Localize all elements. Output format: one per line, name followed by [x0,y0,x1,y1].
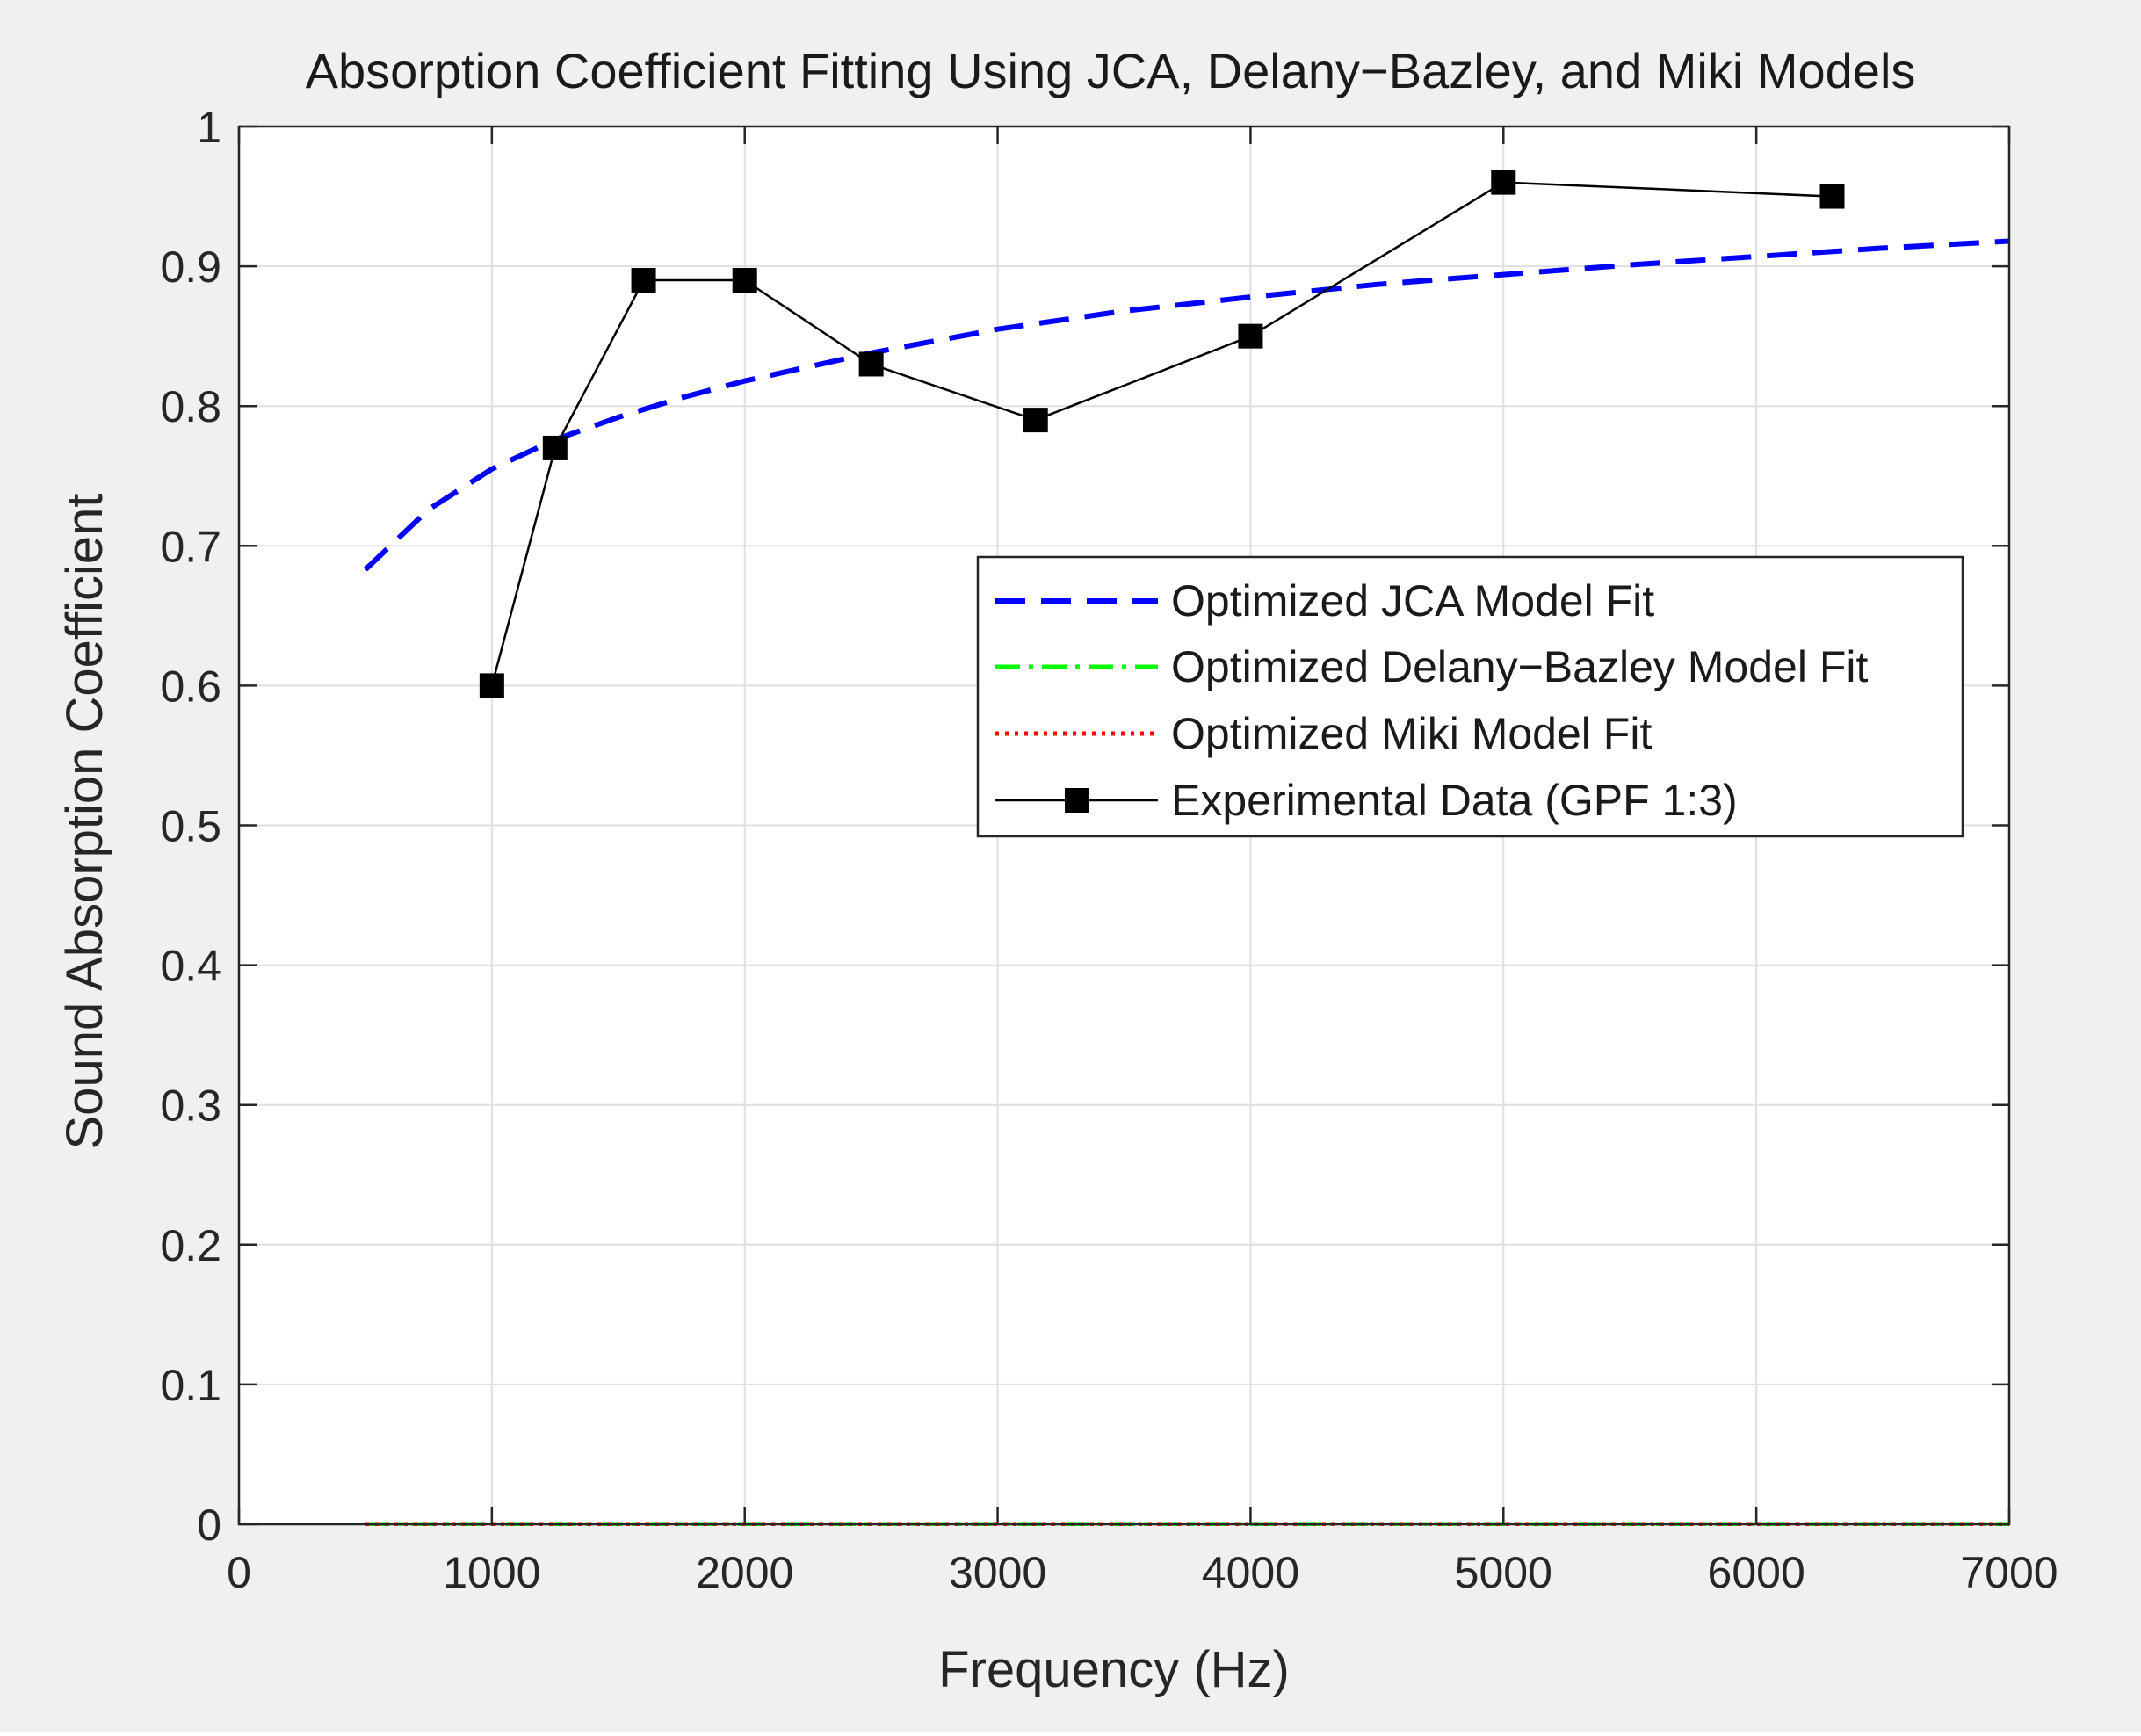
series-0 [363,238,2009,572]
y-tick-label: 1 [197,103,221,152]
legend-label: Optimized Miki Model Fit [1171,709,1652,758]
legend-item: Optimized Delany−Bazley Model Fit [995,642,1868,691]
y-tick-label: 0.5 [160,802,221,851]
x-tick-label: 5000 [1455,1548,1552,1597]
data-point-marker [732,268,757,293]
legend-label: Experimental Data (GPF 1:3) [1171,776,1738,825]
series-line [363,238,2009,572]
data-point-marker [858,351,884,377]
legend-item: Optimized JCA Model Fit [995,576,1654,626]
y-axis-label: Sound Absorption Coefficient [56,493,113,1149]
y-tick-label: 0.9 [160,242,221,292]
x-tick-label: 4000 [1202,1548,1299,1597]
y-tick-label: 0.2 [160,1221,221,1270]
data-point-marker [631,268,656,293]
x-tick-label: 6000 [1708,1548,1805,1597]
data-point-marker [1238,323,1263,349]
legend-label: Optimized JCA Model Fit [1171,576,1654,626]
x-tick-label: 1000 [443,1548,540,1597]
y-tick-label: 0.1 [160,1361,221,1410]
y-tick-label: 0.7 [160,522,221,571]
chart-title: Absorption Coefficient Fitting Using JCA… [306,43,1916,98]
y-tick-label: 0.6 [160,662,221,711]
data-point-marker [1023,408,1048,433]
y-tick-label: 0 [197,1501,221,1550]
x-tick-label: 3000 [949,1548,1046,1597]
x-tick-label: 2000 [696,1548,793,1597]
legend-marker [1065,788,1089,813]
y-tick-label: 0.4 [160,942,221,991]
legend-item: Experimental Data (GPF 1:3) [995,776,1738,825]
axis-ticks: 0 1000 2000 3000 4000 5000 6000 7000 0 0.1 0.2 0.3 0… [160,103,2058,1597]
data-point-marker [542,435,568,460]
x-tick-label: 0 [227,1548,251,1597]
legend-item: Optimized Miki Model Fit [995,709,1652,758]
legend: Optimized JCA Model Fit Optimized Delany−… [976,555,1964,838]
data-point-marker [1819,184,1845,209]
legend-label: Optimized Delany−Bazley Model Fit [1171,642,1868,691]
data-point-marker [479,673,504,698]
y-tick-label: 0.8 [160,382,221,431]
y-tick-label: 0.3 [160,1081,221,1131]
x-tick-label: 7000 [1960,1548,2058,1597]
x-axis-label: Frequency (Hz) [938,1641,1290,1698]
data-point-marker [1491,170,1516,195]
